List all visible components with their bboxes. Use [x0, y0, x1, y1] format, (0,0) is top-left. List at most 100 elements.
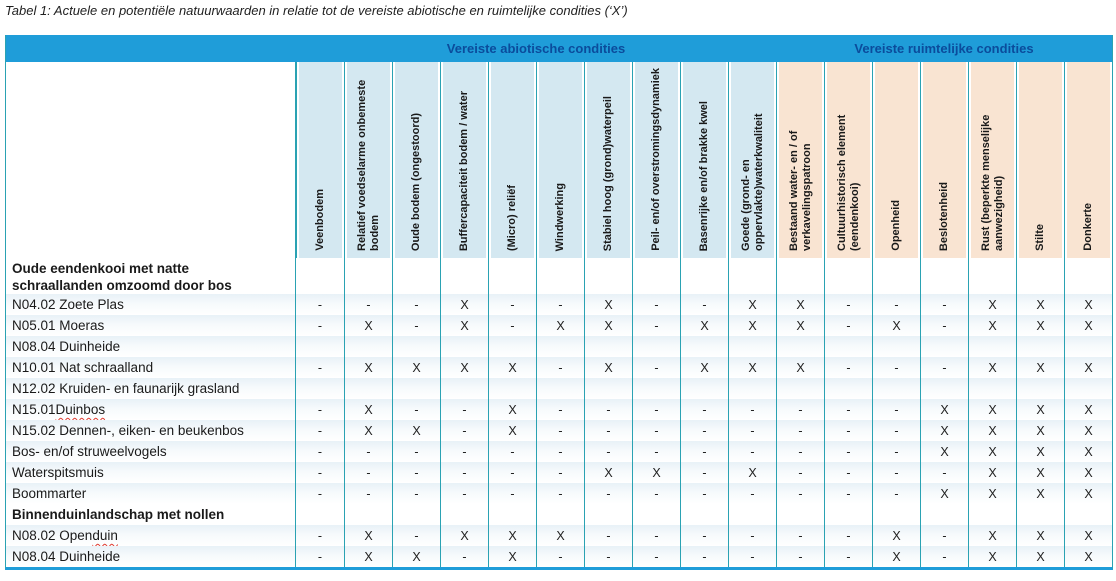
matrix-cell: X: [344, 546, 392, 567]
table-row: Boommarter - - - - - - - - - - - - - X X X X: [6, 483, 1112, 504]
matrix-cell: X: [584, 462, 632, 483]
column-header-row: Veenbodem Relatief voedselarme onbemeste …: [6, 62, 1112, 258]
matrix-cell: -: [776, 462, 824, 483]
matrix-cell: X: [968, 315, 1016, 336]
matrix-cell: [824, 378, 872, 399]
column-header-2: Relatief voedselarme onbemeste bodem: [344, 62, 392, 258]
row-label: N15.01 Duinbos: [6, 399, 296, 420]
matrix-cell: -: [728, 483, 776, 504]
matrix-cell: X: [968, 399, 1016, 420]
matrix-cell: -: [824, 441, 872, 462]
column-header-label: Cultuurhistorisch element (eendenkooi): [835, 114, 861, 251]
matrix-cell: [968, 378, 1016, 399]
matrix-cell: -: [824, 399, 872, 420]
matrix-cell: -: [632, 315, 680, 336]
matrix-cell: X: [728, 315, 776, 336]
matrix-cell: -: [440, 441, 488, 462]
matrix-cell: [680, 504, 728, 525]
matrix-cell: -: [632, 399, 680, 420]
table-row: N08.02 Open duin - X - X X X - - - - - - X - X X X: [6, 525, 1112, 546]
matrix-cell: -: [824, 315, 872, 336]
matrix-cell: [536, 378, 584, 399]
matrix-cell: X: [1016, 441, 1064, 462]
column-header-13: Openheid: [872, 62, 920, 258]
column-header-17: Donkerte: [1064, 62, 1112, 258]
matrix-cell: [440, 336, 488, 357]
matrix-cell: [488, 504, 536, 525]
matrix-cell: -: [317, 402, 323, 417]
matrix-cell: -: [680, 399, 728, 420]
matrix-cell: -: [872, 294, 920, 315]
matrix-cell: -: [488, 315, 536, 336]
matrix-cell: X: [968, 357, 1016, 378]
row-label: N12.02 Kruiden- en faunarijk grasland: [6, 378, 296, 399]
matrix-cell: X: [488, 357, 536, 378]
matrix-cell: X: [488, 525, 536, 546]
matrix-cell: X: [968, 483, 1016, 504]
matrix-cell: X: [1016, 462, 1064, 483]
matrix-cell: -: [680, 462, 728, 483]
matrix-cell: -: [440, 399, 488, 420]
matrix-cell: -: [632, 294, 680, 315]
column-header-3: Oude bodem (ongestoord): [392, 62, 440, 258]
matrix-cell: [680, 378, 728, 399]
matrix-cell: X: [344, 525, 392, 546]
matrix-cell: [584, 378, 632, 399]
table-row: N08.04 Duinheide - X X - X - - - - - - - X - X X X: [6, 546, 1112, 567]
column-header-label: Peil- en/of overstromingsdynamiek: [650, 68, 662, 251]
matrix-cell: X: [440, 315, 488, 336]
matrix-cell: [776, 504, 824, 525]
matrix-cell: X: [1064, 315, 1112, 336]
matrix-cell: X: [1016, 483, 1064, 504]
matrix-cell: [920, 258, 968, 294]
nature-values-table: Vereiste abiotische condities Vereiste r…: [5, 35, 1113, 570]
matrix-cell: [296, 504, 344, 525]
matrix-cell: [632, 258, 680, 294]
matrix-cell: X: [680, 315, 728, 336]
matrix-cell: -: [440, 462, 488, 483]
matrix-cell: -: [488, 483, 536, 504]
matrix-cell: X: [1016, 294, 1064, 315]
matrix-cell: [872, 378, 920, 399]
matrix-cell: X: [632, 462, 680, 483]
matrix-cell: [728, 378, 776, 399]
matrix-cell: X: [344, 315, 392, 336]
matrix-cell: X: [344, 420, 392, 441]
matrix-cell: -: [536, 546, 584, 567]
matrix-cell: X: [1016, 357, 1064, 378]
column-header-label: Openheid: [890, 200, 902, 251]
matrix-cell: -: [872, 357, 920, 378]
row-label: Bos- en/of struweelvogels: [6, 441, 296, 462]
row-label-column-spacer: [6, 62, 296, 258]
matrix-cell: -: [536, 441, 584, 462]
matrix-cell: [392, 336, 440, 357]
matrix-cell: -: [824, 420, 872, 441]
matrix-cell: X: [344, 357, 392, 378]
matrix-cell: [920, 336, 968, 357]
matrix-cell: X: [488, 420, 536, 441]
matrix-cell: X: [1064, 483, 1112, 504]
matrix-cell: X: [968, 420, 1016, 441]
matrix-cell: -: [776, 420, 824, 441]
matrix-cell: -: [824, 546, 872, 567]
matrix-cell: X: [968, 294, 1016, 315]
matrix-cell: [296, 336, 344, 357]
column-header-label: Oude bodem (ongestoord): [410, 112, 422, 251]
matrix-cell: X: [1064, 399, 1112, 420]
row-label: N10.01 Nat schraalland: [6, 357, 296, 378]
matrix-cell: -: [776, 546, 824, 567]
matrix-cell: [824, 258, 872, 294]
matrix-cell: X: [1016, 315, 1064, 336]
column-header-11: Bestaand water- en / of verkavelingspatr…: [776, 62, 824, 258]
matrix-cell: -: [872, 462, 920, 483]
matrix-cell: -: [317, 423, 323, 438]
matrix-cell: X: [536, 525, 584, 546]
matrix-cell: X: [392, 357, 440, 378]
matrix-cell: X: [584, 294, 632, 315]
matrix-cell: -: [920, 315, 968, 336]
matrix-cell: -: [584, 399, 632, 420]
row-label: N15.02 Dennen-, eiken- en beukenbos: [6, 420, 296, 441]
matrix-cell: [680, 258, 728, 294]
matrix-cell: -: [632, 357, 680, 378]
matrix-cell: -: [317, 465, 323, 480]
